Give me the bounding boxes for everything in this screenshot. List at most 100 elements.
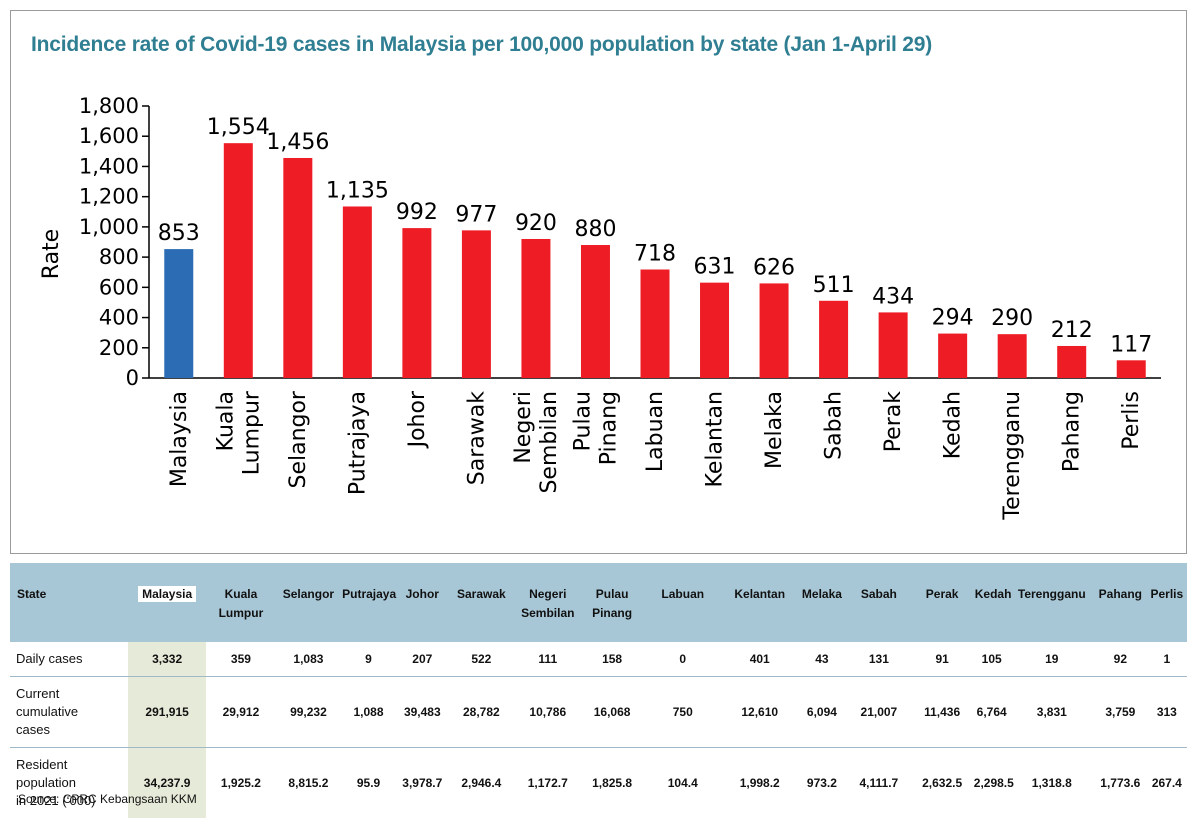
bar bbox=[1116, 360, 1146, 378]
x-tick-label: Pulau bbox=[570, 391, 595, 451]
bar bbox=[223, 143, 253, 378]
row-label-text: population bbox=[16, 775, 76, 790]
x-tick-label: Kuala bbox=[213, 391, 238, 451]
table-cell: 34,237.9 bbox=[128, 747, 207, 818]
table-cell: 3,831 bbox=[1009, 676, 1094, 748]
column-header-text: Sembilan bbox=[521, 606, 575, 620]
table-cell: 158 bbox=[602, 652, 623, 666]
x-tick-label: Negeri bbox=[511, 391, 536, 464]
source-note: Source: CPRC Kebangsaan KKM bbox=[18, 792, 197, 806]
data-table-container: State Malaysia Kuala Lumpur Selangor Putrajay… bbox=[10, 563, 1187, 818]
bar bbox=[759, 283, 789, 378]
table-column-header: Pulau Pinang bbox=[582, 563, 643, 642]
column-header-text: Kuala bbox=[224, 587, 258, 601]
bar bbox=[521, 238, 551, 378]
column-header-text: Lumpur bbox=[218, 606, 264, 620]
table-cell: 99,232 bbox=[275, 676, 342, 748]
bar bbox=[997, 334, 1027, 378]
data-label: 434 bbox=[872, 284, 914, 309]
table-cell: 2,946.4 bbox=[448, 747, 515, 818]
row-label-text: Resident bbox=[16, 757, 68, 772]
table-cell: 12,610 bbox=[722, 676, 797, 748]
table-column-header: Johor bbox=[396, 563, 449, 642]
table-column-header: Labuan bbox=[643, 563, 723, 642]
table-cell: 0 bbox=[679, 652, 687, 666]
data-table: State Malaysia Kuala Lumpur Selangor Putrajay… bbox=[10, 563, 1187, 818]
x-tick-label: Sabah bbox=[822, 391, 847, 460]
table-cell: 19 bbox=[1045, 652, 1059, 666]
column-header-text: Melaka bbox=[801, 587, 842, 601]
table-cell: 973.2 bbox=[796, 747, 848, 818]
y-tick-label: 800 bbox=[99, 245, 139, 269]
table-cell: 1,172.7 bbox=[514, 747, 582, 818]
table-cell: 9 bbox=[365, 652, 372, 666]
table-cell: 131 bbox=[868, 652, 889, 666]
x-tick-label: Kedah bbox=[941, 391, 966, 459]
column-header-text: Putrajaya bbox=[342, 587, 397, 601]
bar bbox=[938, 333, 968, 378]
column-header-text: Pulau bbox=[595, 587, 629, 601]
column-header-text: Labuan bbox=[661, 587, 705, 601]
data-label: 992 bbox=[396, 200, 438, 225]
bar bbox=[342, 206, 372, 378]
x-tick-label: Pahang bbox=[1060, 391, 1085, 472]
y-tick-label: 1,400 bbox=[79, 154, 139, 178]
x-tick-label: Perlis bbox=[1119, 391, 1144, 450]
table-cell: 105 bbox=[981, 652, 1002, 666]
x-tick-label: Malaysia bbox=[167, 391, 192, 487]
data-label: 511 bbox=[813, 273, 855, 298]
x-tick-label: Johor bbox=[405, 390, 430, 449]
table-cell: 3,332 bbox=[128, 642, 207, 677]
column-header-text: Selangor bbox=[282, 587, 335, 601]
row-label: Resident population in 2021 (‘000) bbox=[10, 747, 129, 818]
bar bbox=[1057, 345, 1087, 378]
table-cell: 10,786 bbox=[514, 676, 582, 748]
data-label: 880 bbox=[574, 217, 616, 242]
y-tick-label: 1,200 bbox=[79, 185, 139, 209]
bar bbox=[283, 157, 313, 378]
y-axis-label: Rate bbox=[39, 229, 64, 279]
table-cell: 522 bbox=[471, 652, 492, 666]
table-cell: 6,764 bbox=[973, 676, 1010, 748]
column-header-text: Kelantan bbox=[734, 587, 786, 601]
data-label: 626 bbox=[753, 255, 795, 280]
row-label: Current cumulative cases bbox=[10, 676, 129, 748]
column-header-text: Johor bbox=[405, 587, 439, 601]
table-cell: 1,088 bbox=[341, 676, 396, 748]
column-header-text: Perlis bbox=[1150, 587, 1184, 601]
table-column-header: Kuala Lumpur bbox=[206, 563, 276, 642]
table-row: Current cumulative cases 291,915 29,912 99,23… bbox=[10, 676, 1187, 748]
table-row: Daily cases 3,332 359 1,083 9 207 522 111 158 0 40… bbox=[10, 642, 1187, 677]
table-column-header: Pahang bbox=[1094, 563, 1147, 642]
x-tick-label: Pinang bbox=[596, 391, 621, 465]
bar bbox=[402, 228, 432, 378]
table-cell: 1,825.8 bbox=[581, 747, 643, 818]
row-label-text: in 2021 (‘000) bbox=[16, 793, 96, 808]
table-cell: 8,815.2 bbox=[275, 747, 342, 818]
data-label: 977 bbox=[455, 202, 497, 227]
column-header-text: Negeri bbox=[529, 587, 567, 601]
data-label: 718 bbox=[634, 242, 676, 267]
table-column-header: Kedah bbox=[974, 563, 1012, 642]
table-cell: 1,318.8 bbox=[1009, 747, 1094, 818]
column-header-text: Sabah bbox=[860, 587, 897, 601]
data-label: 290 bbox=[991, 306, 1033, 331]
table-cell: 291,915 bbox=[128, 676, 207, 748]
y-tick-label: 1,800 bbox=[79, 94, 139, 118]
table-column-header: Melaka bbox=[797, 563, 848, 642]
x-tick-label: Sarawak bbox=[464, 391, 489, 485]
x-tick-label: Terengganu bbox=[1000, 391, 1025, 521]
column-header-text: Malaysia bbox=[138, 586, 197, 602]
table-column-header: Selangor bbox=[276, 563, 341, 642]
table-column-header: Sarawak bbox=[449, 563, 514, 642]
column-header-text: Pinang bbox=[592, 606, 633, 620]
x-tick-label: Melaka bbox=[762, 391, 787, 469]
data-label: 920 bbox=[515, 211, 557, 236]
table-cell: 3,759 bbox=[1093, 676, 1147, 748]
table-cell: 43 bbox=[815, 652, 829, 666]
column-header-text: Pahang bbox=[1098, 587, 1142, 601]
y-tick-label: 600 bbox=[99, 275, 139, 299]
table-cell: 401 bbox=[749, 652, 770, 666]
table-cell: 39,483 bbox=[395, 676, 449, 748]
table-cell: 6,094 bbox=[796, 676, 848, 748]
